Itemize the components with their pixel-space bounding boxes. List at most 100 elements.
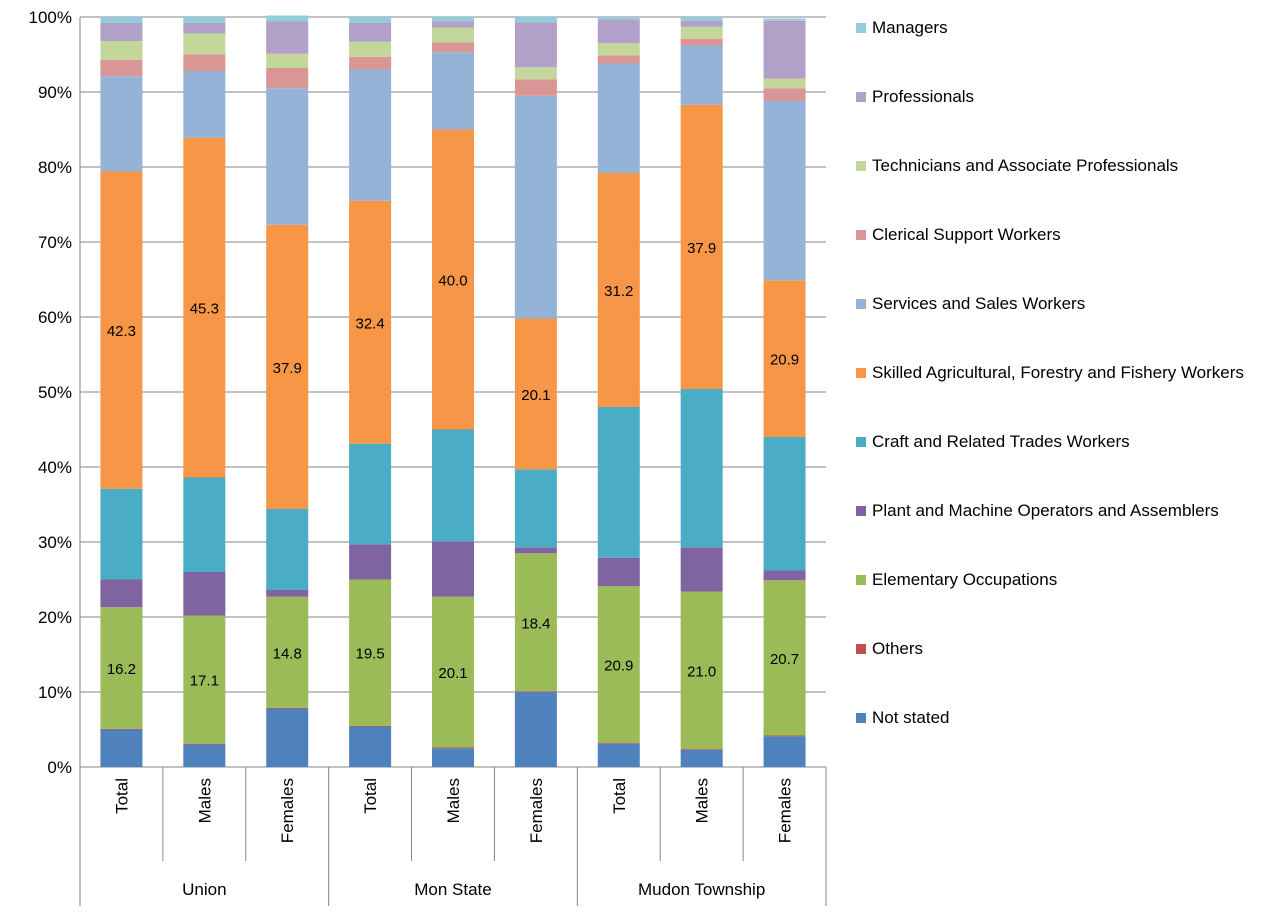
- bar-segment: [763, 88, 806, 101]
- data-label: 19.5: [356, 646, 385, 663]
- bar-segment: [100, 17, 143, 23]
- legend-swatch: [856, 575, 866, 585]
- data-label: 40.0: [438, 273, 467, 290]
- data-label: 31.2: [604, 283, 633, 300]
- data-label: 18.4: [521, 615, 550, 632]
- bar-segment: [349, 56, 392, 70]
- bar-segment: [680, 20, 723, 27]
- bar-segment: [597, 557, 640, 587]
- bar-segment: [432, 17, 474, 22]
- bar-segment: [597, 407, 640, 558]
- data-label: 42.3: [107, 323, 136, 340]
- data-label: 21.0: [687, 663, 716, 680]
- legend-item: Managers: [856, 18, 1271, 38]
- legend-swatch: [856, 23, 866, 33]
- bar-segment: [183, 71, 226, 138]
- bar-segment: [514, 318, 557, 470]
- bar-segment: [183, 23, 226, 34]
- data-label: 20.9: [770, 352, 799, 369]
- bar-segment: [100, 579, 143, 608]
- bar-segment: [266, 708, 309, 767]
- data-label: 14.8: [273, 645, 302, 662]
- bar-segment: [597, 19, 640, 44]
- legend-swatch: [856, 713, 866, 723]
- bar-segment: [183, 33, 226, 55]
- data-label: 32.4: [356, 315, 385, 332]
- legend-label: Technicians and Associate Professionals: [872, 156, 1179, 175]
- bar-segment: [432, 747, 474, 749]
- legend-swatch: [856, 644, 866, 654]
- legend-swatch: [856, 161, 866, 171]
- bar-segment: [597, 55, 640, 64]
- legend-item: Not stated: [856, 708, 1271, 728]
- y-tick-label: 20%: [38, 608, 72, 627]
- y-tick-label: 90%: [38, 83, 72, 102]
- legend-item: Professionals: [856, 87, 1271, 107]
- bar-segment: [266, 224, 309, 509]
- bar-segment: [514, 692, 557, 767]
- bar-segment: [597, 43, 640, 56]
- bar-segment: [100, 728, 143, 730]
- bar-segment: [514, 79, 557, 96]
- data-label: 20.7: [770, 651, 799, 668]
- bar-segment: [349, 69, 392, 201]
- bar-segment: [680, 26, 723, 39]
- bar-segment: [349, 579, 392, 726]
- data-label: 20.1: [521, 387, 550, 404]
- bar-segment: [514, 22, 557, 68]
- y-tick-label: 100%: [29, 8, 72, 27]
- legend-label: Others: [872, 639, 924, 658]
- bar-segment: [100, 41, 143, 60]
- data-label: 20.9: [604, 658, 633, 675]
- bar-segment: [514, 67, 557, 80]
- legend-swatch: [856, 368, 866, 378]
- bar-segment: [514, 691, 557, 692]
- legend-label: Elementary Occupations: [872, 570, 1058, 589]
- x-tick-label: Females: [776, 778, 795, 843]
- legend-item: Technicians and Associate Professionals: [856, 156, 1271, 176]
- bar-segment: [597, 743, 640, 744]
- bar-segment: [432, 129, 474, 430]
- bar-segment: [183, 572, 226, 616]
- bar-segment: [183, 744, 226, 767]
- bar-segment: [514, 17, 557, 23]
- bar-segment: [514, 547, 557, 554]
- bar-segment: [680, 45, 723, 105]
- bar-segment: [100, 76, 143, 172]
- legend-label: Not stated: [872, 708, 950, 727]
- bar-segment: [597, 17, 640, 20]
- bar-segment: [266, 707, 309, 709]
- bar-segment: [183, 54, 226, 71]
- x-tick-label: Females: [527, 778, 546, 843]
- bar-segment: [100, 23, 143, 41]
- legend-swatch: [856, 506, 866, 516]
- x-tick-label: Males: [195, 778, 214, 823]
- legend-item: Services and Sales Workers: [856, 294, 1271, 314]
- y-tick-label: 40%: [38, 458, 72, 477]
- x-tick-label: Males: [444, 778, 463, 823]
- bar-segment: [349, 200, 392, 444]
- bar-segment: [763, 735, 806, 737]
- bar-segment: [100, 488, 143, 580]
- legend-swatch: [856, 230, 866, 240]
- bar-segment: [349, 544, 392, 580]
- legend-swatch: [856, 92, 866, 102]
- x-tick-label: Total: [361, 778, 380, 814]
- data-label: 17.1: [190, 673, 219, 690]
- group-label: Mudon Township: [638, 880, 765, 899]
- bar-segment: [597, 743, 640, 767]
- x-tick-label: Males: [693, 778, 712, 823]
- bar-segment: [100, 607, 143, 729]
- bar-segment: [266, 88, 309, 225]
- bar-segment: [266, 590, 309, 597]
- bar-segment: [349, 726, 392, 767]
- bar-segment: [183, 743, 226, 745]
- legend-label: Managers: [872, 18, 948, 37]
- bar-segment: [514, 95, 557, 319]
- legend-item: Skilled Agricultural, Forestry and Fishe…: [856, 363, 1271, 383]
- bar-segment: [432, 541, 474, 597]
- legend-label: Plant and Machine Operators and Assemble…: [872, 501, 1219, 520]
- bar-segment: [432, 748, 474, 767]
- bar-segment: [432, 27, 474, 43]
